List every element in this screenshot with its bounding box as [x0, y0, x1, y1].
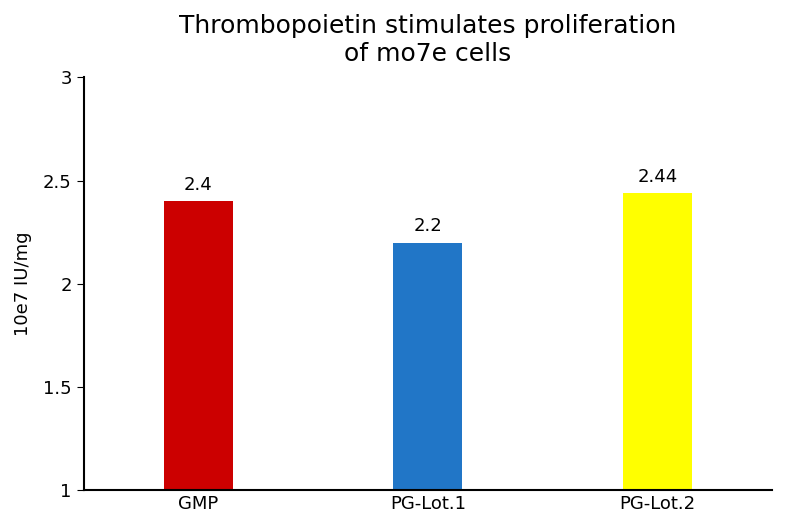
Bar — [164, 201, 233, 490]
Text: 2.44: 2.44 — [637, 168, 678, 186]
Bar — [623, 193, 692, 490]
Text: 2.2: 2.2 — [413, 217, 443, 235]
Title: Thrombopoietin stimulates proliferation
of mo7e cells: Thrombopoietin stimulates proliferation … — [179, 14, 677, 66]
Text: 2.4: 2.4 — [184, 176, 213, 194]
Bar — [394, 242, 462, 490]
Y-axis label: 10e7 IU/mg: 10e7 IU/mg — [14, 231, 32, 336]
